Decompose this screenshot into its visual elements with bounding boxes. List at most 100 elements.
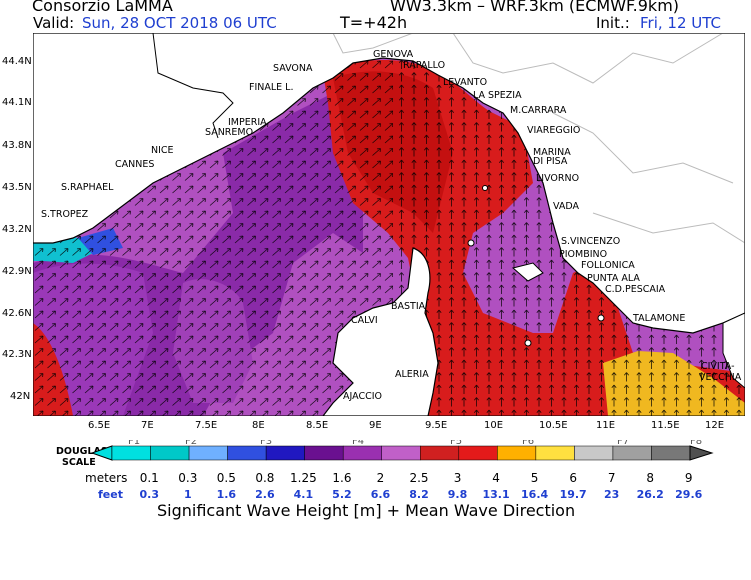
- colorbar-swatch: [265, 445, 305, 461]
- region-border: [332, 33, 414, 54]
- colorbar-swatch: [150, 445, 190, 461]
- place-label: PUNTA ALA: [587, 273, 640, 284]
- place-label: ALERIA: [395, 369, 429, 380]
- legend: DOUGLAS SCALE F1 F2 F3 F4 F5 F6 F7 F8 meters 0.…: [56, 440, 714, 520]
- force-label: F8: [690, 440, 702, 447]
- meter-tick: 4: [492, 471, 500, 485]
- meter-tick: 5: [531, 471, 539, 485]
- feet-tick: 2.6: [255, 488, 275, 501]
- colorbar-swatch: [574, 445, 614, 461]
- place-label: S.VINCENZO: [561, 236, 620, 247]
- lon-tick: 10.5E: [539, 420, 568, 431]
- place-label: LEVANTO: [443, 77, 487, 88]
- place-label: M.CARRARA: [510, 105, 567, 116]
- feet-tick: 9.8: [448, 488, 468, 501]
- legend-caption: Significant Wave Height [m] + Mean Wave …: [157, 501, 575, 520]
- meter-tick: 6: [569, 471, 577, 485]
- valid-label: Valid:: [33, 14, 75, 32]
- lon-axis: 6.5E 7E 7.5E 8E 8.5E 9E 9.5E 10E 10.5E 1…: [88, 420, 724, 431]
- force-label: F3: [260, 440, 272, 447]
- lon-tick: 8.5E: [306, 420, 328, 431]
- colorbar-swatch: [535, 445, 575, 461]
- place-label: FINALE L.: [249, 82, 294, 93]
- place-label: SANREMO: [205, 127, 253, 138]
- place-label: SAVONA: [273, 63, 313, 74]
- place-label: TALAMONE: [632, 313, 685, 324]
- meters-label: meters: [85, 471, 127, 485]
- place-label: CALVI: [351, 315, 378, 326]
- lon-tick: 11E: [596, 420, 615, 431]
- lat-tick: 43.5N: [2, 182, 32, 193]
- meter-tick: 8: [646, 471, 654, 485]
- lon-tick: 10E: [484, 420, 503, 431]
- feet-tick: 1.6: [217, 488, 237, 501]
- lat-tick: 44.4N: [2, 56, 32, 67]
- land-island: [597, 314, 605, 322]
- place-label: VADA: [553, 201, 580, 212]
- place-label: VIAREGGIO: [527, 125, 580, 136]
- feet-tick: 29.6: [675, 488, 702, 501]
- place-label: PIOMBINO: [559, 249, 607, 260]
- init-label: Init.:: [596, 14, 630, 32]
- place-label: AJACCIO: [343, 391, 382, 402]
- place-label: CIVITA-: [701, 361, 735, 372]
- lon-tick: 9E: [369, 420, 382, 431]
- lat-tick: 44.1N: [2, 97, 32, 108]
- place-label: RAPALLO: [403, 60, 445, 71]
- colorbar-end-arrow: [689, 445, 714, 461]
- place-label: S.RAPHAEL: [61, 182, 114, 193]
- region-border: [552, 112, 734, 184]
- colorbar-swatch: [227, 445, 267, 461]
- feet-tick: 16.4: [521, 488, 548, 501]
- scale-title: SCALE: [62, 457, 96, 468]
- lon-tick: 11.5E: [651, 420, 680, 431]
- feet-tick: 5.2: [332, 488, 352, 501]
- region-border: [452, 33, 724, 84]
- wave-map: GENOVA RAPALLO SAVONA LEVANTO FINALE L. …: [33, 33, 745, 416]
- meter-tick: 1.25: [290, 471, 317, 485]
- place-label: CANNES: [115, 159, 154, 170]
- place-label: GENOVA: [373, 49, 414, 60]
- lead-time: T=+42h: [340, 13, 408, 32]
- lat-tick: 42.3N: [2, 349, 32, 360]
- force-label: F6: [522, 440, 534, 447]
- scale-title: DOUGLAS: [56, 446, 108, 457]
- place-label: LIVORNO: [536, 173, 579, 184]
- land-elba: [511, 262, 544, 282]
- force-label: F5: [450, 440, 462, 447]
- meter-tick: 9: [685, 471, 693, 485]
- feet-tick: 13.1: [482, 488, 509, 501]
- feet-label: feet: [98, 488, 123, 501]
- colorbar-swatch: [420, 445, 460, 461]
- meter-tick: 3: [454, 471, 462, 485]
- feet-tick: 19.7: [560, 488, 587, 501]
- lat-axis: 44.4N 44.1N 43.8N 43.5N 43.2N 42.9N 42.6…: [2, 56, 32, 402]
- lat-tick: 42.9N: [2, 266, 32, 277]
- place-label: VECCHIA: [699, 372, 742, 383]
- meter-tick: 0.3: [178, 471, 197, 485]
- lat-tick: 42N: [10, 391, 30, 402]
- feet-tick: 0.3: [140, 488, 160, 501]
- colorbar-swatch: [342, 445, 382, 461]
- land-island: [467, 239, 475, 247]
- init-date: Fri, 12 UTC: [640, 14, 721, 32]
- place-label: MARINA: [533, 147, 571, 158]
- meter-tick: 2: [377, 471, 385, 485]
- model-title: WW3.3km – WRF.3km (ECMWF.9km): [390, 0, 680, 15]
- place-label: BASTIA: [391, 301, 426, 312]
- land-island: [524, 339, 532, 347]
- org-title: Consorzio LaMMA: [32, 0, 173, 15]
- land-corsica: [322, 247, 439, 416]
- colorbar-swatch: [458, 445, 498, 461]
- feet-tick: 1: [184, 488, 192, 501]
- valid-date: Sun, 28 OCT 2018 06 UTC: [82, 14, 277, 32]
- colorbar-swatch: [111, 445, 151, 461]
- force-label: F4: [352, 440, 364, 447]
- lon-tick: 12E: [705, 420, 724, 431]
- meter-tick: 1.6: [332, 471, 351, 485]
- lat-tick: 42.6N: [2, 308, 32, 319]
- place-label: NICE: [151, 145, 174, 156]
- lon-tick: 7E: [141, 420, 154, 431]
- colorbar-swatch: [381, 445, 421, 461]
- region-border: [592, 212, 745, 244]
